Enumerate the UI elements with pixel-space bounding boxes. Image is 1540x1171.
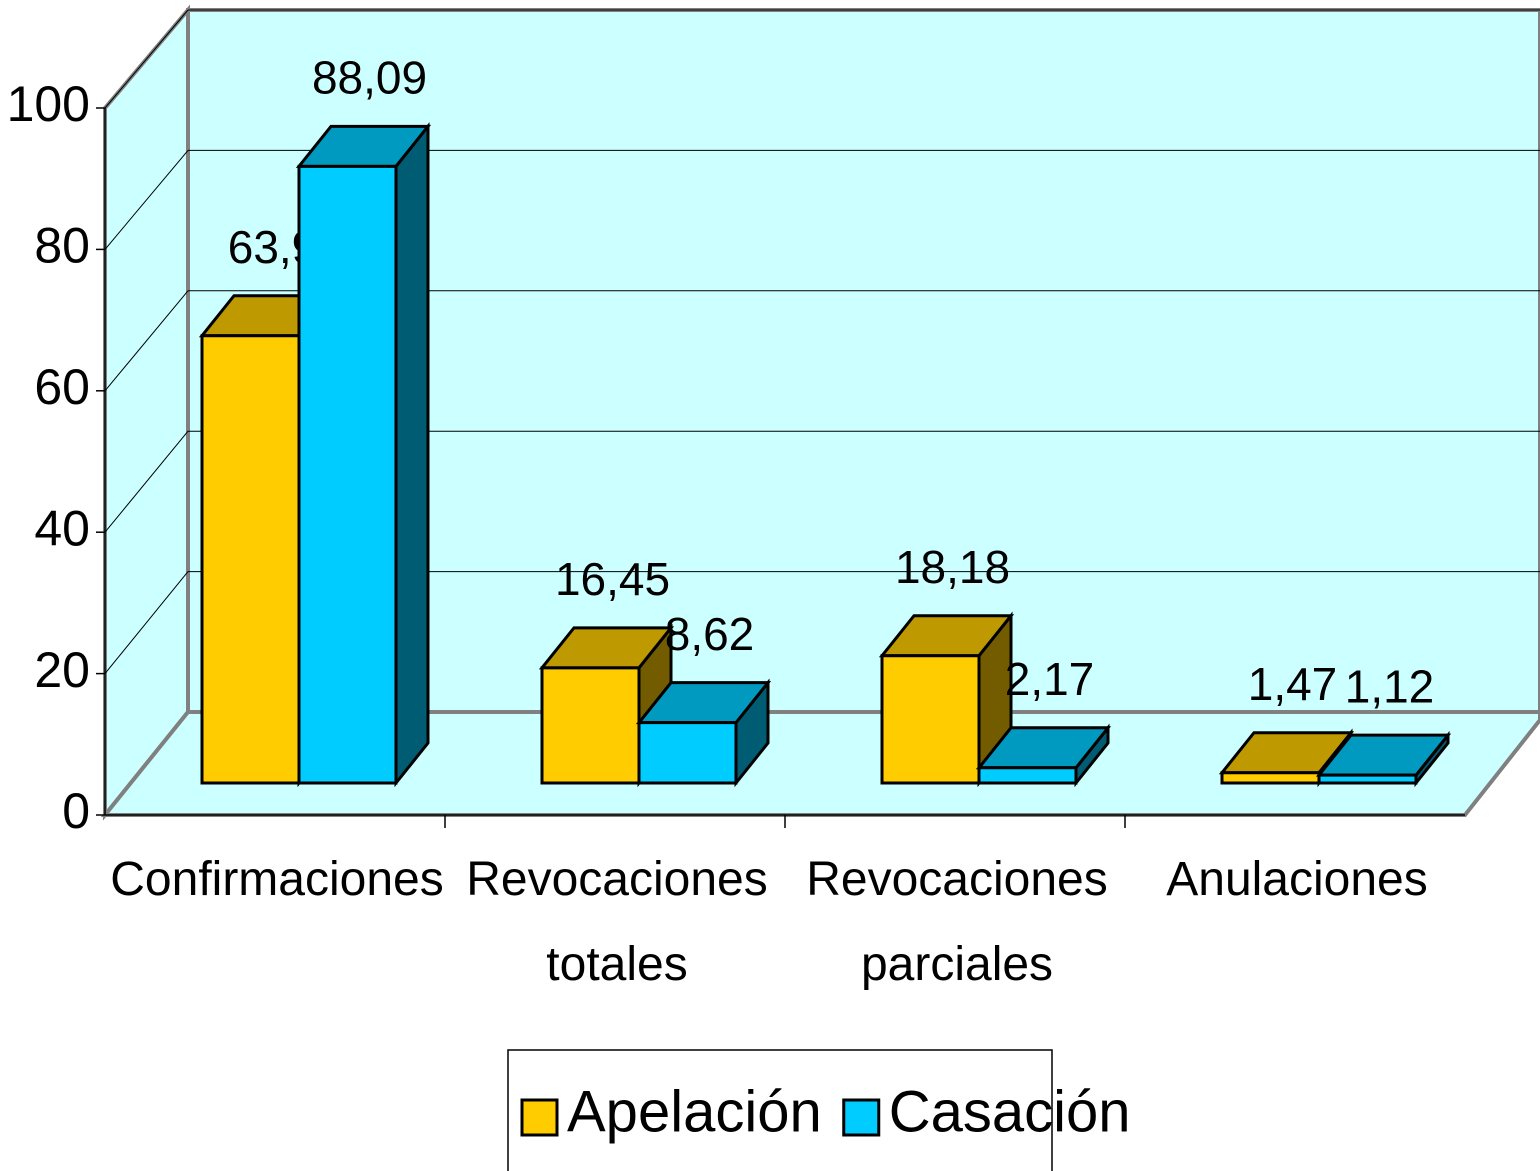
bar [635, 678, 772, 788]
legend-swatch [520, 1098, 559, 1137]
legend-swatch [842, 1098, 881, 1137]
legend-box [507, 1049, 1053, 1171]
value-label: 1,12 [1345, 660, 1435, 712]
grid-line [104, 9, 189, 109]
y-tick-label: 100 [7, 76, 90, 132]
y-tick-label: 80 [34, 218, 90, 274]
y-tick-label: 20 [34, 642, 90, 698]
x-tick-label: Revocaciones totales [466, 853, 768, 991]
bar-face [1317, 773, 1418, 785]
bar-face [977, 766, 1078, 785]
value-label: 1,47 [1248, 658, 1338, 710]
value-label: 88,09 [312, 52, 427, 104]
x-tick-label: Confirmaciones [110, 853, 443, 906]
grid-line [104, 150, 189, 250]
bar [295, 122, 432, 788]
y-tick-label: 60 [34, 359, 90, 415]
y-tick-label: 40 [34, 500, 90, 556]
bar [1315, 730, 1452, 788]
y-tick-label: 0 [62, 783, 90, 839]
value-label: 18,18 [895, 541, 1010, 593]
grid-line [104, 571, 189, 674]
bar-face [200, 334, 301, 785]
value-label: 16,45 [555, 553, 670, 605]
bar-face [880, 654, 981, 785]
value-label: 2,17 [1005, 653, 1095, 705]
x-tick-label: Anulaciones [1166, 853, 1428, 906]
value-label: 8,62 [665, 608, 755, 660]
bar-face [1220, 771, 1321, 785]
grid-line [104, 430, 189, 533]
legend-label: Apelación [567, 1079, 822, 1144]
legend-label: Casación [889, 1079, 1131, 1144]
bar [975, 723, 1112, 788]
bar [878, 611, 1015, 788]
grid-line [104, 290, 189, 392]
side-wall [103, 4, 190, 821]
bar-face [394, 122, 430, 788]
bar-face [637, 721, 738, 785]
bar-face [297, 164, 398, 785]
bar-face [540, 666, 641, 785]
x-tick-label: Revocaciones parciales [806, 853, 1108, 991]
